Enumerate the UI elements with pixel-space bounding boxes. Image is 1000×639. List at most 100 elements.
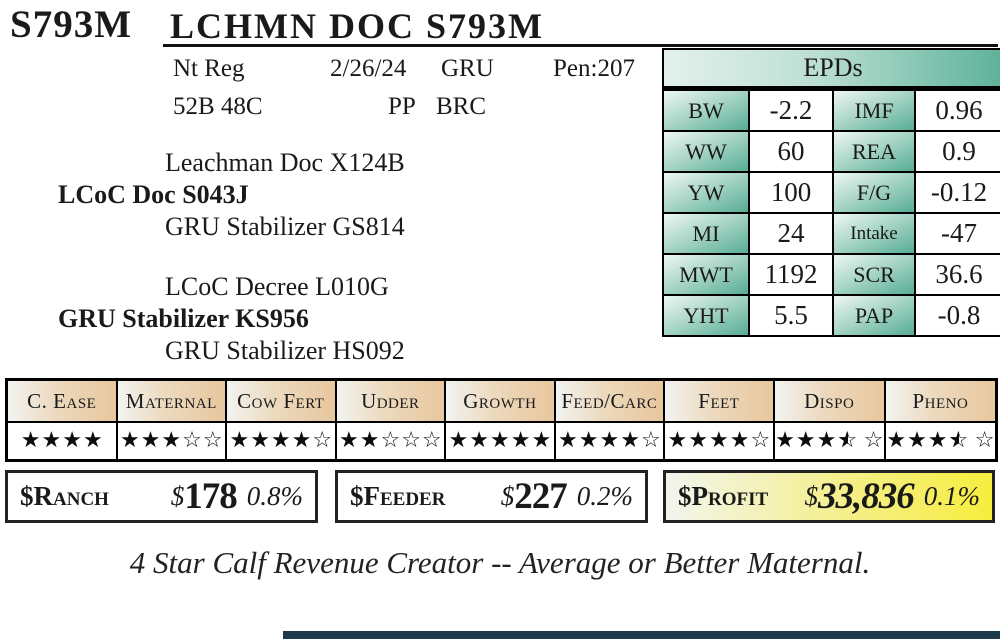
star-filled-icon: ★ <box>688 428 709 453</box>
profit-index-value: 33,836 <box>818 476 915 517</box>
star-filled-icon: ★ <box>531 428 552 453</box>
feeder-index-percent: 0.2% <box>576 481 633 511</box>
epd-value: -47 <box>916 214 1000 253</box>
star-empty-icon: ☆ <box>421 428 442 453</box>
star-rating: ★ ★ ★ ★ ☆ <box>227 423 335 459</box>
star-filled-icon: ★ <box>469 428 489 453</box>
star-filled-icon: ★ <box>729 428 750 453</box>
epd-value: -0.8 <box>916 296 1000 335</box>
epd-value: -2.2 <box>750 91 832 130</box>
star-filled-icon: ★ <box>927 428 948 453</box>
star-empty-icon: ☆ <box>182 428 202 453</box>
star-filled-icon: ★ <box>489 428 510 453</box>
star-filled-icon: ★ <box>775 428 795 453</box>
star-filled-icon: ★ <box>250 428 270 453</box>
epd-label: SCR <box>834 255 914 294</box>
epd-table: EPDs BW -2.2 IMF 0.96 WW 60 REA 0.9 YW 100 F/G -0.1… <box>662 48 1000 337</box>
birth-date: 2/26/24 <box>330 55 407 82</box>
star-filled-icon: ★ <box>510 428 531 453</box>
epd-label: YHT <box>664 296 748 335</box>
epd-label: REA <box>834 132 914 171</box>
feeder-index-value: 227 <box>514 476 567 517</box>
epd-value: 60 <box>750 132 832 171</box>
pedigree-dam: GRU Stabilizer KS956 <box>58 304 309 333</box>
star-empty-icon: ☆ <box>640 428 661 453</box>
star-column-header: Growth <box>446 381 554 421</box>
star-filled-icon: ★ <box>558 428 578 453</box>
star-filled-icon: ★ <box>119 428 140 453</box>
epd-label: F/G <box>834 173 914 212</box>
star-filled-icon: ★ <box>795 428 816 453</box>
epd-label: BW <box>664 91 748 130</box>
footnote: 4 Star Calf Revenue Creator -- Average o… <box>129 545 871 580</box>
epd-label: MI <box>664 214 748 253</box>
star-filled-icon: ★ <box>291 428 312 453</box>
profit-index-percent: 0.1% <box>923 481 980 511</box>
epd-value: 100 <box>750 173 832 212</box>
epd-value: 5.5 <box>750 296 832 335</box>
star-column-header: Dispo <box>774 381 884 421</box>
star-column-header: Feed/Carc <box>555 381 664 421</box>
horn-status: PP <box>388 93 416 120</box>
ranch-currency-sign: $ <box>170 481 185 511</box>
star-filled-icon: ★ <box>62 428 82 453</box>
epd-label: IMF <box>834 91 914 130</box>
star-filled-icon: ★ <box>907 428 927 453</box>
star-half-icon: ☆ ★ <box>948 428 969 453</box>
epd-value: -0.12 <box>916 173 1000 212</box>
star-rating: ★ ★ ☆ ☆ ☆ <box>336 423 445 459</box>
star-filled-icon: ★ <box>599 428 620 453</box>
star-filled-icon: ★ <box>270 428 291 453</box>
epd-value: 24 <box>750 214 832 253</box>
title-underline <box>163 44 998 47</box>
epd-value: 0.9 <box>916 132 1000 171</box>
profit-currency-sign: $ <box>804 481 819 511</box>
star-rating: ★ ★ ★ ★ ☆ <box>665 423 773 459</box>
pedigree-sire-dam: GRU Stabilizer GS814 <box>165 212 405 241</box>
star-filled-icon: ★ <box>359 428 380 453</box>
epd-label: Intake <box>834 214 914 253</box>
star-column-header: Feet <box>665 381 773 421</box>
star-filled-icon: ★ <box>816 428 837 453</box>
star-filled-icon: ★ <box>229 428 250 453</box>
epd-label: MWT <box>664 255 748 294</box>
star-column-header: Udder <box>336 381 445 421</box>
ranch-index-label: $Ranch <box>20 481 109 511</box>
star-filled-icon: ★ <box>578 428 599 453</box>
pedigree-sire-sire: Leachman Doc X124B <box>165 148 405 177</box>
star-empty-icon: ☆ <box>750 428 771 453</box>
epd-table-title: EPDs <box>664 50 1000 86</box>
star-rating: ★ ★ ★ ☆ ★ ☆ <box>774 423 884 459</box>
pen-number: Pen:207 <box>553 55 635 82</box>
star-empty-icon: ☆ <box>401 428 421 453</box>
star-filled-icon: ★ <box>82 428 103 453</box>
herd-code: GRU <box>441 55 494 82</box>
star-filled-icon: ★ <box>20 428 41 453</box>
star-filled-icon: ★ <box>140 428 161 453</box>
star-filled-icon: ★ <box>709 428 729 453</box>
feeder-currency-sign: $ <box>500 481 515 511</box>
epd-label: WW <box>664 132 748 171</box>
star-filled-icon: ★ <box>886 428 907 453</box>
star-rating: ★ ★ ★ ☆ ★ ☆ <box>885 423 995 459</box>
star-ratings-table: C. Ease Maternal Cow Fert Udder Growth Feed/C… <box>5 378 998 462</box>
tattoo-code: 52B 48C <box>173 93 263 120</box>
registration-status: Nt Reg <box>173 55 245 82</box>
animal-tag: S793M <box>10 3 132 46</box>
epd-value: 1192 <box>750 255 832 294</box>
profit-index-label: $Profit <box>678 481 769 511</box>
star-filled-icon: ★ <box>338 428 359 453</box>
star-empty-icon: ☆ <box>863 428 884 453</box>
star-empty-icon: ☆ <box>312 428 333 453</box>
star-filled-icon: ★ <box>667 428 688 453</box>
star-empty-icon: ☆ <box>974 428 995 453</box>
star-rating: ★ ★ ★ ☆ ☆ <box>117 423 226 459</box>
star-filled-icon: ★ <box>41 428 62 453</box>
star-column-header: Pheno <box>885 381 995 421</box>
star-filled-icon: ★ <box>448 428 469 453</box>
epd-label: YW <box>664 173 748 212</box>
star-column-header: Cow Fert <box>227 381 335 421</box>
pedigree-dam-dam: GRU Stabilizer HS092 <box>165 336 405 365</box>
pedigree-dam-sire: LCoC Decree L010G <box>165 272 389 301</box>
epd-label: PAP <box>834 296 914 335</box>
